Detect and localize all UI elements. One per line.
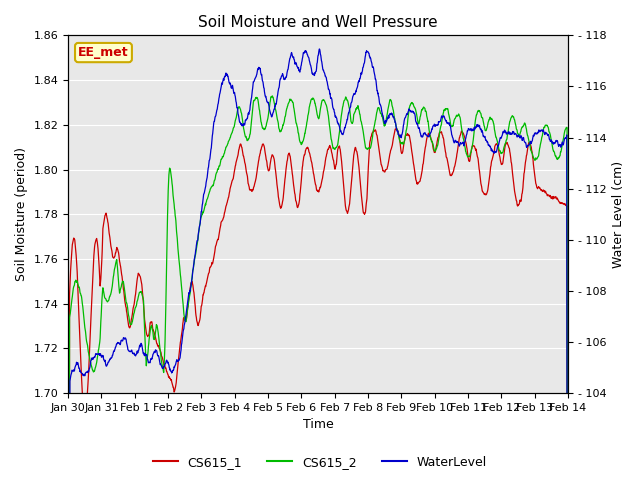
WaterLevel bbox=[175, 357, 183, 362]
Line: WaterLevel: WaterLevel bbox=[68, 49, 568, 480]
Text: EE_met: EE_met bbox=[78, 46, 129, 59]
WaterLevel bbox=[461, 139, 468, 144]
CS615_2 bbox=[175, 260, 183, 266]
Line: CS615_2: CS615_2 bbox=[68, 96, 568, 480]
CS615_2 bbox=[461, 144, 468, 150]
CS615_1 bbox=[396, 137, 403, 143]
Line: CS615_1: CS615_1 bbox=[68, 129, 568, 480]
CS615_1 bbox=[163, 370, 171, 376]
WaterLevel bbox=[232, 93, 239, 99]
CS615_1 bbox=[392, 126, 399, 132]
WaterLevel bbox=[396, 133, 403, 139]
WaterLevel bbox=[163, 358, 171, 364]
CS615_2 bbox=[505, 123, 513, 129]
WaterLevel bbox=[505, 131, 513, 137]
Y-axis label: Soil Moisture (period): Soil Moisture (period) bbox=[15, 147, 28, 281]
X-axis label: Time: Time bbox=[303, 419, 333, 432]
CS615_2 bbox=[163, 228, 171, 234]
Y-axis label: Water Level (cm): Water Level (cm) bbox=[612, 161, 625, 268]
Title: Soil Moisture and Well Pressure: Soil Moisture and Well Pressure bbox=[198, 15, 438, 30]
Legend: CS615_1, CS615_2, WaterLevel: CS615_1, CS615_2, WaterLevel bbox=[148, 451, 492, 474]
CS615_1 bbox=[175, 348, 183, 354]
WaterLevel bbox=[316, 46, 323, 52]
CS615_2 bbox=[232, 118, 239, 124]
CS615_2 bbox=[269, 93, 276, 99]
CS615_2 bbox=[396, 137, 403, 143]
CS615_1 bbox=[232, 163, 239, 169]
CS615_1 bbox=[505, 145, 513, 151]
CS615_1 bbox=[461, 135, 468, 141]
